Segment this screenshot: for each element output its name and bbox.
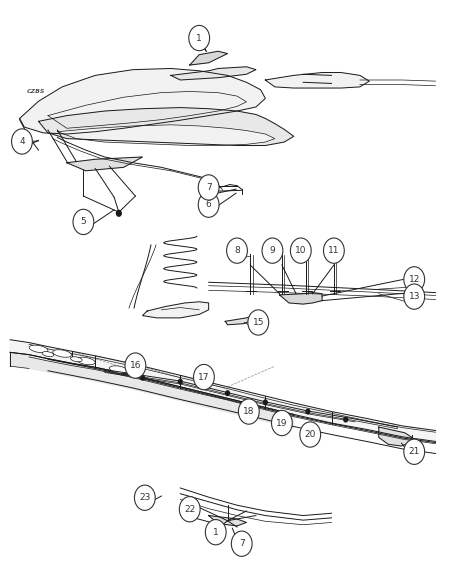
- Text: 1: 1: [196, 33, 202, 43]
- Circle shape: [323, 238, 344, 263]
- Circle shape: [117, 210, 121, 216]
- Circle shape: [404, 267, 425, 292]
- Circle shape: [248, 310, 269, 335]
- Circle shape: [404, 284, 425, 309]
- Circle shape: [253, 323, 259, 329]
- Text: 10: 10: [295, 246, 307, 255]
- Text: 11: 11: [328, 246, 340, 255]
- Circle shape: [262, 238, 283, 263]
- Polygon shape: [171, 67, 256, 80]
- Circle shape: [11, 129, 32, 154]
- Text: 9: 9: [270, 246, 275, 255]
- Circle shape: [272, 410, 292, 435]
- Polygon shape: [143, 302, 209, 318]
- Polygon shape: [19, 69, 265, 134]
- Circle shape: [141, 376, 145, 380]
- Text: 13: 13: [409, 292, 420, 301]
- Polygon shape: [280, 293, 322, 304]
- Text: 18: 18: [243, 407, 255, 416]
- Circle shape: [291, 238, 311, 263]
- Polygon shape: [38, 108, 294, 146]
- Circle shape: [125, 353, 146, 378]
- Text: 12: 12: [409, 275, 420, 284]
- Circle shape: [205, 520, 226, 545]
- Text: 5: 5: [81, 217, 86, 226]
- Circle shape: [227, 238, 247, 263]
- Ellipse shape: [53, 350, 72, 357]
- Circle shape: [404, 439, 425, 464]
- Polygon shape: [225, 316, 254, 325]
- Text: 17: 17: [198, 373, 210, 381]
- Ellipse shape: [109, 366, 128, 373]
- Text: 7: 7: [206, 183, 211, 192]
- Polygon shape: [209, 516, 246, 526]
- Circle shape: [264, 400, 267, 405]
- Circle shape: [193, 365, 214, 390]
- Circle shape: [135, 485, 155, 510]
- Text: 19: 19: [276, 419, 288, 427]
- Circle shape: [231, 531, 252, 556]
- Circle shape: [238, 399, 259, 424]
- Circle shape: [226, 391, 229, 396]
- Circle shape: [198, 175, 219, 200]
- Circle shape: [300, 422, 320, 447]
- Circle shape: [344, 417, 347, 422]
- Text: 1: 1: [213, 528, 219, 537]
- Polygon shape: [10, 340, 436, 441]
- Ellipse shape: [29, 345, 48, 353]
- Text: 20: 20: [305, 430, 316, 439]
- Ellipse shape: [76, 357, 95, 365]
- Text: 8: 8: [234, 246, 240, 255]
- Circle shape: [178, 380, 182, 384]
- Polygon shape: [190, 51, 228, 65]
- Circle shape: [198, 192, 219, 217]
- Ellipse shape: [71, 357, 82, 362]
- Text: 23: 23: [139, 493, 151, 502]
- Polygon shape: [67, 157, 143, 170]
- Circle shape: [306, 409, 310, 414]
- Polygon shape: [265, 73, 369, 88]
- Circle shape: [73, 209, 94, 234]
- Text: 7: 7: [239, 539, 245, 548]
- Text: 21: 21: [409, 448, 420, 456]
- Circle shape: [189, 25, 210, 51]
- Polygon shape: [379, 427, 412, 446]
- Text: 16: 16: [129, 361, 141, 370]
- Ellipse shape: [42, 351, 54, 357]
- Polygon shape: [10, 353, 294, 428]
- Text: 6: 6: [206, 200, 211, 209]
- Text: 15: 15: [253, 318, 264, 327]
- Circle shape: [179, 497, 200, 522]
- Polygon shape: [57, 125, 275, 146]
- Text: 4: 4: [19, 137, 25, 146]
- Text: 22: 22: [184, 505, 195, 514]
- Text: CZBS: CZBS: [27, 89, 45, 94]
